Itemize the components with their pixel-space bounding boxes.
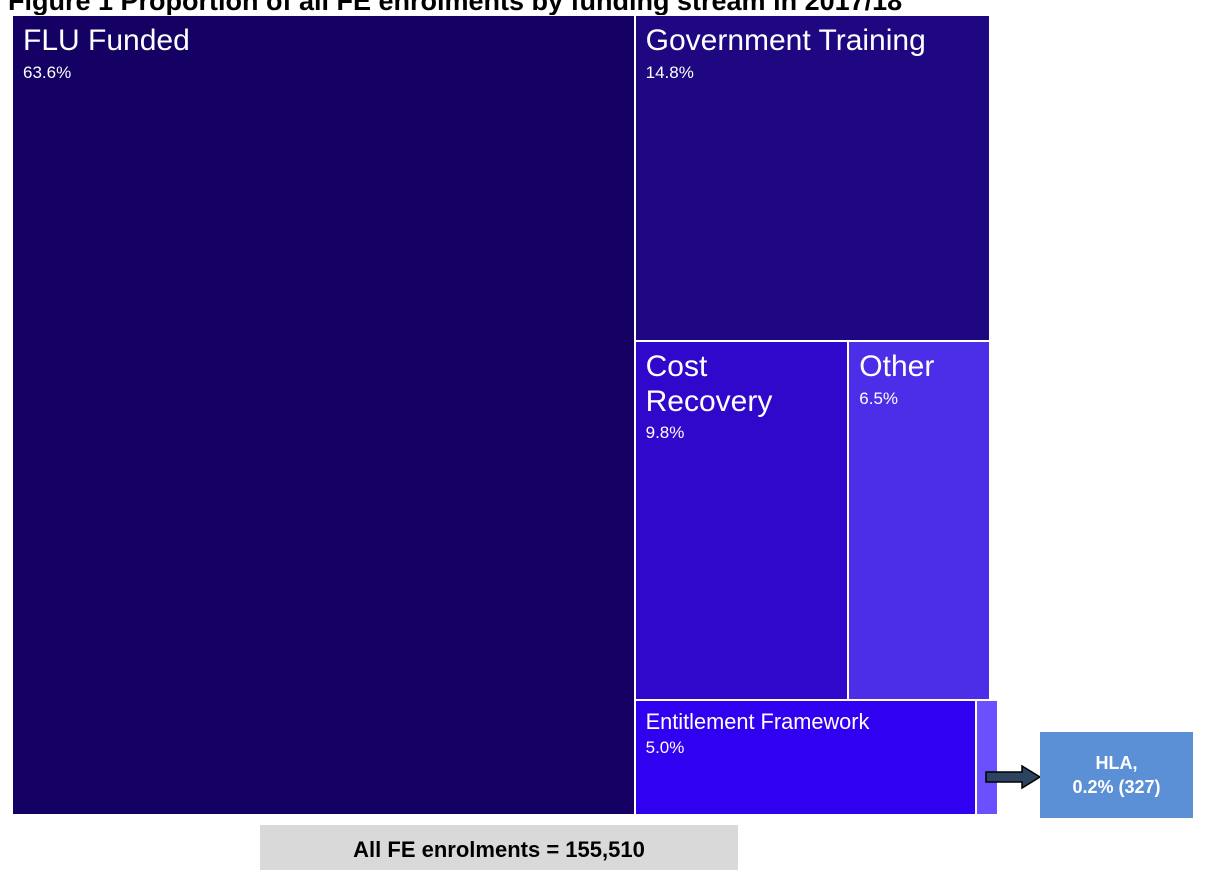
annotation: 0.2% (327) — [1072, 777, 1161, 797]
tile-label: Cost Recovery — [645, 350, 773, 418]
value-label: 14.8% — [645, 62, 694, 82]
footer: All FE enrolments = 155,510 — [260, 825, 738, 870]
tile: FLU Funded 63.6% — [12, 15, 635, 815]
tile-label: Other — [859, 350, 935, 384]
tile — [976, 700, 999, 815]
treemap: FLU Funded 63.6% Government Training 14.8% C… — [12, 15, 999, 815]
value-label: 5.0% — [645, 738, 685, 758]
annotation: HLA, — [1095, 752, 1138, 773]
tile: Other 6.5% — [848, 341, 990, 701]
tile-label: Government Training — [645, 24, 926, 57]
tile: Cost Recovery 9.8% — [634, 341, 849, 701]
value-label: 9.8% — [645, 423, 685, 443]
annotation-box: HLA, 0.2% (327) — [1040, 732, 1193, 818]
tile-label: Entitlement Framework — [645, 709, 870, 735]
tile: Entitlement Framework 5.0% — [634, 700, 977, 815]
value-label: 6.5% — [859, 388, 899, 408]
tile-label: FLU Funded — [23, 24, 190, 57]
tile: Government Training 14.8% — [634, 15, 990, 342]
chart-title: Figure 1 Proportion of all FE enrolments… — [8, 0, 903, 16]
arrow — [985, 764, 1042, 790]
value-label: 63.6% — [23, 62, 72, 82]
